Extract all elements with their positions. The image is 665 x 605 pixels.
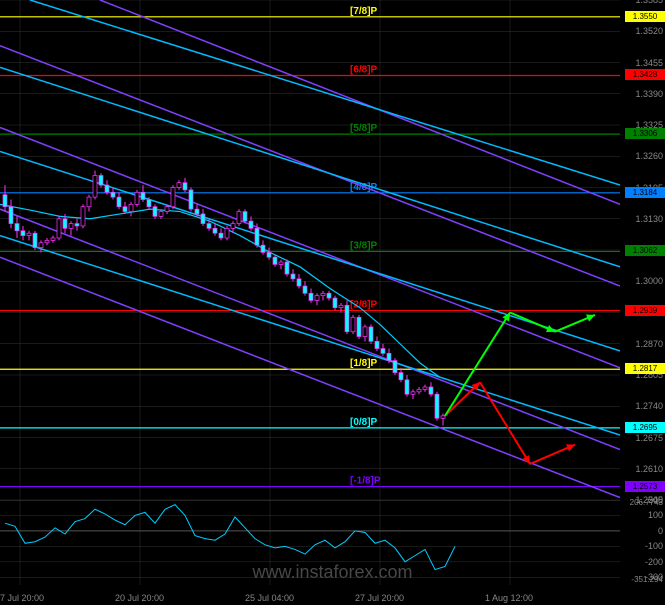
indicator-axis: -300-200-1000100200206.7743-351.294 (620, 500, 665, 585)
y-tick-label: 1.3390 (635, 89, 663, 99)
x-tick-label: 27 Jul 20:00 (355, 593, 404, 603)
watermark: www.instaforex.com (252, 562, 412, 583)
x-tick-label: 1 Aug 12:00 (485, 593, 533, 603)
price-badge: 1.3428 (625, 69, 665, 80)
y-tick-label: 1.3455 (635, 58, 663, 68)
price-badge: 1.3184 (625, 187, 665, 198)
y-tick-label: 1.2870 (635, 339, 663, 349)
indicator-tick: -200 (645, 557, 663, 567)
price-badge: 1.2573 (625, 481, 665, 492)
indicator-tick: 100 (648, 510, 663, 520)
y-tick-label: 1.3000 (635, 276, 663, 286)
murrey-label: [5/8]P (350, 123, 378, 134)
indicator-tick: -100 (645, 541, 663, 551)
murrey-label: [1/8]P (350, 358, 378, 369)
murrey-label: [7/8]P (350, 6, 378, 17)
y-tick-label: 1.2610 (635, 464, 663, 474)
murrey-label: [6/8]P (350, 64, 378, 75)
price-badge: 1.3062 (625, 245, 665, 256)
price-badge: 1.2695 (625, 422, 665, 433)
forex-chart: [7/8]P[6/8]P[5/8]P[4/8]P[3/8]P[2/8]P[1/8… (0, 0, 665, 605)
main-price-chart: [7/8]P[6/8]P[5/8]P[4/8]P[3/8]P[2/8]P[1/8… (0, 0, 620, 500)
price-badge: 1.2939 (625, 305, 665, 316)
time-axis: 17 Jul 20:00 20 Jul 20:00 25 Jul 04:00 27 J… (0, 585, 620, 605)
murrey-label: [0/8]P (350, 417, 378, 428)
price-badge: 1.2817 (625, 363, 665, 374)
y-tick-label: 1.3520 (635, 26, 663, 36)
y-tick-label: 1.3585 (635, 0, 663, 5)
murrey-label: [-1/8]P (350, 476, 381, 487)
y-tick-label: 1.2675 (635, 433, 663, 443)
indicator-tick: 0 (658, 526, 663, 536)
y-tick-label: 1.3130 (635, 214, 663, 224)
y-tick-label: 1.3260 (635, 151, 663, 161)
indicator-range-label: 206.7743 (630, 498, 663, 507)
murrey-label: [3/8]P (350, 240, 378, 251)
indicator-range-label: -351.294 (631, 575, 663, 584)
x-tick-label: 17 Jul 20:00 (0, 593, 44, 603)
x-tick-label: 20 Jul 20:00 (115, 593, 164, 603)
murrey-label: [2/8]P (350, 300, 378, 311)
price-axis: 1.25451.26101.26751.27401.28051.28701.29… (620, 0, 665, 500)
x-tick-label: 25 Jul 04:00 (245, 593, 294, 603)
y-tick-label: 1.2740 (635, 401, 663, 411)
price-badge: 1.3306 (625, 128, 665, 139)
price-badge: 1.3550 (625, 11, 665, 22)
